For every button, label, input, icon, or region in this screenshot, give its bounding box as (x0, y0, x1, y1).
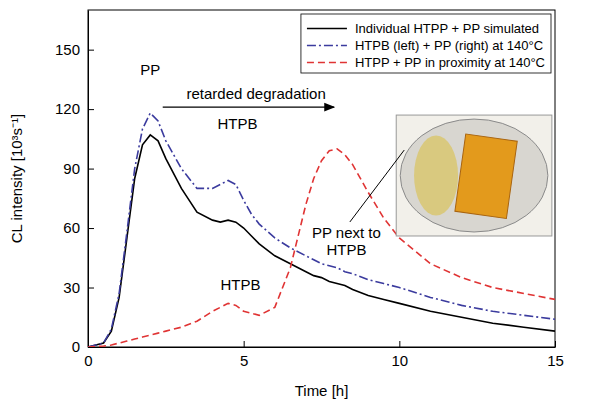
y-tick-label: 90 (63, 160, 80, 177)
x-tick-label: 15 (547, 352, 564, 369)
photo-dish (400, 119, 548, 232)
x-tick-mark (244, 341, 245, 347)
y-tick-mark (88, 228, 94, 229)
x-axis-line (89, 347, 556, 348)
chart: 0510150306090120150Time [h]CL intensity … (0, 0, 589, 410)
legend-box (301, 14, 551, 73)
y-tick: 60 (63, 219, 94, 236)
annotation: retarded degradation (186, 85, 325, 102)
y-axis-line (88, 11, 89, 348)
legend-swatch (307, 62, 347, 64)
inset-photo (396, 115, 552, 236)
legend-swatch (307, 28, 347, 30)
x-tick-label: 5 (240, 352, 248, 369)
photo-powder (414, 136, 458, 216)
plot-frame (88, 10, 555, 347)
x-tick-label: 10 (391, 352, 408, 369)
x-tick: 5 (240, 341, 248, 369)
y-tick: 30 (63, 279, 94, 296)
plot-lines (88, 113, 555, 347)
x-axis-title: Time [h] (295, 382, 349, 399)
annotation: HTPB (221, 276, 261, 293)
annotation-line: PP next to (312, 224, 381, 241)
y-tick-label: 30 (63, 279, 80, 296)
y-axis-title: CL intensity [10³s⁻¹] (8, 114, 25, 244)
y-tick: 150 (55, 41, 94, 58)
y-axis: 0 30 60 90 120 150 (55, 11, 94, 356)
annotation: HTPB (217, 115, 257, 132)
photo-sample (455, 134, 517, 218)
x-tick: 10 (391, 341, 408, 369)
series-line (88, 135, 555, 347)
y-tick-mark (88, 169, 94, 170)
y-tick-label: 60 (63, 219, 80, 236)
annotations: PPretarded degradationHTPBHTPBPP next to… (140, 61, 404, 292)
legend-label: Individual HTPP + PP simulated (355, 21, 539, 36)
y-tick-mark (88, 50, 94, 51)
y-tick-label: 150 (55, 41, 80, 58)
x-tick-mark (555, 341, 556, 347)
y-tick-label: 120 (55, 100, 80, 117)
x-tick: 15 (547, 341, 564, 369)
annotation-line: HTPB (326, 241, 366, 258)
series-line (88, 113, 555, 347)
y-tick-mark (88, 347, 94, 348)
annotation-arrow (163, 107, 334, 108)
legend-label: HTPP + PP in proximity at 140°C (355, 55, 545, 70)
annotation: PP next toHTPB (312, 224, 381, 258)
x-tick-label: 0 (84, 352, 92, 369)
photo-frame (396, 115, 552, 236)
annotation: PP (140, 61, 160, 78)
x-tick-mark (399, 341, 400, 347)
annotation-leader (350, 150, 404, 222)
legend-swatch (307, 45, 347, 47)
y-tick: 120 (55, 100, 94, 117)
y-tick-mark (88, 288, 94, 289)
legend: Individual HTPP + PP simulated HTPB (left… (301, 14, 551, 73)
y-tick-label: 0 (72, 338, 80, 355)
legend-label: HTPB (left) + PP (right) at 140°C (355, 38, 543, 53)
y-tick: 90 (63, 160, 94, 177)
y-tick-mark (88, 109, 94, 110)
x-axis: 0 5 10 15 (84, 341, 564, 369)
